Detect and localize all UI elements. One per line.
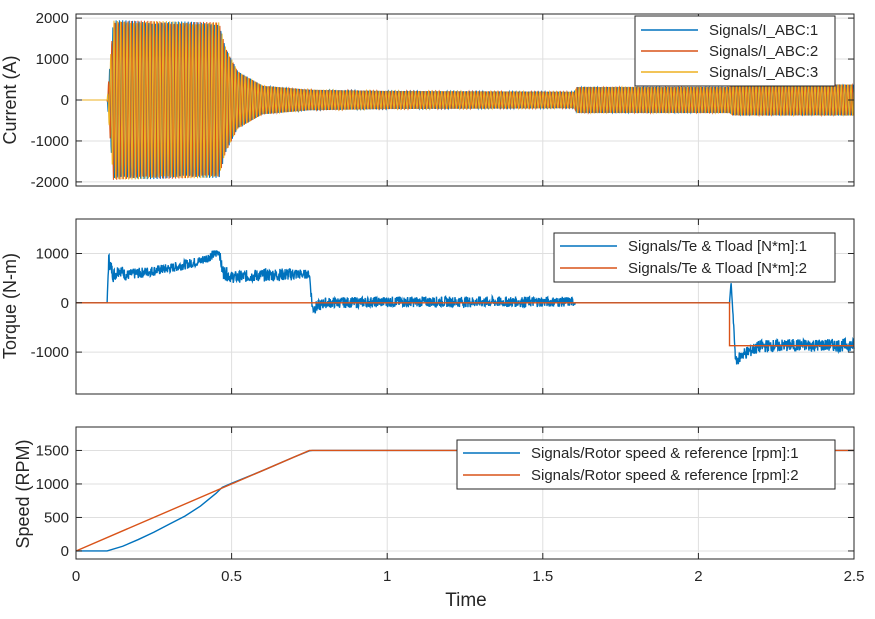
y-tick-label: 1000 — [36, 476, 69, 493]
speed-y-ticks: 0 500 1000 1500 — [36, 427, 855, 560]
current-y-axis-label: Current (A) — [0, 55, 20, 144]
speed-legend: Signals/Rotor speed & reference [rpm]:1 … — [456, 439, 836, 490]
x-tick-label: 0 — [72, 568, 80, 585]
torque-y-axis-label: Torque (N-m) — [0, 253, 20, 359]
y-tick-label: 0 — [61, 543, 69, 560]
current-panel: -2000 -1000 0 1000 2000 Current (A) Signals/… — [0, 10, 855, 191]
series-1-2 — [76, 302, 854, 347]
x-tick-label: 1 — [383, 568, 391, 585]
legend-label-speed-2: Signals/Rotor speed & reference [rpm]:2 — [531, 467, 799, 484]
y-tick-label: 0 — [61, 295, 69, 312]
torque-panel: -1000 0 1000 Torque (N-m) Signals/Te & Tlo… — [0, 218, 855, 395]
torque-legend: Signals/Te & Tload [N*m]:1 Signals/Te & … — [553, 232, 836, 283]
legend-label-i-abc-1: Signals/I_ABC:1 — [709, 22, 818, 39]
y-tick-label: 1000 — [36, 246, 69, 263]
y-tick-label: 0 — [61, 92, 69, 109]
legend-label-speed-1: Signals/Rotor speed & reference [rpm]:1 — [531, 445, 799, 462]
y-tick-label: 2000 — [36, 10, 69, 27]
current-y-ticks: -2000 -1000 0 1000 2000 — [31, 10, 855, 191]
legend-label-te-1: Signals/Te & Tload [N*m]:1 — [628, 238, 807, 255]
x-tick-label: 0.5 — [221, 568, 242, 585]
current-series — [76, 20, 855, 180]
y-tick-label: -2000 — [31, 174, 69, 191]
speed-y-axis-label: Speed (RPM) — [13, 439, 33, 548]
y-tick-label: 1500 — [36, 442, 69, 459]
x-tick-label: 2.5 — [844, 568, 865, 585]
y-tick-label: -1000 — [31, 344, 69, 361]
series-i-abc-3 — [76, 20, 855, 180]
y-tick-label: 1000 — [36, 51, 69, 68]
legend-label-te-2: Signals/Te & Tload [N*m]:2 — [628, 260, 807, 277]
x-tick-label: 2 — [694, 568, 702, 585]
x-tick-label: 1.5 — [532, 568, 553, 585]
torque-series — [76, 250, 855, 365]
legend-label-i-abc-3: Signals/I_ABC:3 — [709, 64, 818, 81]
y-tick-label: -1000 — [31, 133, 69, 150]
legend-label-i-abc-2: Signals/I_ABC:2 — [709, 43, 818, 60]
current-legend: Signals/I_ABC:1 Signals/I_ABC:2 Signals/… — [634, 15, 836, 87]
x-axis-label: Time — [445, 590, 487, 611]
y-tick-label: 500 — [44, 509, 69, 526]
torque-y-ticks: -1000 0 1000 — [31, 219, 855, 394]
speed-panel: 0 500 1000 1500 0 0.5 1 1.5 2 2.5 Speed (RPM) Ti… — [13, 426, 865, 611]
time-x-ticks: 0 0.5 1 1.5 2 2.5 — [72, 568, 865, 585]
